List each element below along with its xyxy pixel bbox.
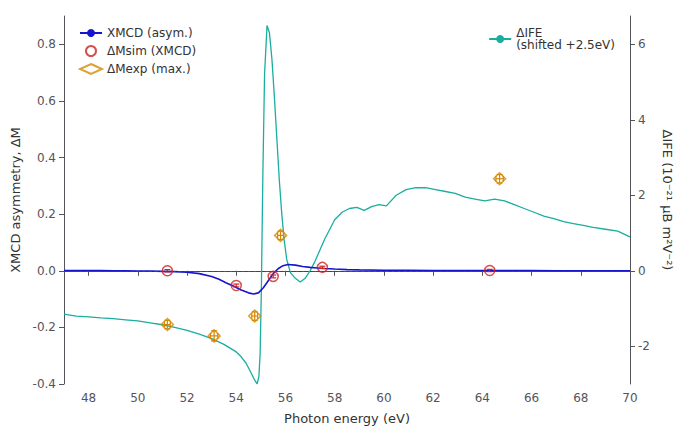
svg-text:50: 50	[130, 391, 145, 405]
svg-text:64: 64	[475, 391, 490, 405]
svg-text:XMCD asymmetry, ΔM: XMCD asymmetry, ΔM	[8, 127, 23, 273]
svg-text:62: 62	[425, 391, 440, 405]
svg-text:48: 48	[81, 391, 96, 405]
svg-text:0.6: 0.6	[37, 94, 56, 108]
svg-text:0.8: 0.8	[37, 37, 56, 51]
svg-text:-2: -2	[638, 339, 650, 353]
svg-text:ΔMsim (XMCD): ΔMsim (XMCD)	[107, 44, 196, 58]
svg-text:(shifted +2.5eV): (shifted +2.5eV)	[516, 38, 615, 52]
svg-text:58: 58	[327, 391, 342, 405]
svg-text:ΔMexp (max.): ΔMexp (max.)	[107, 62, 191, 76]
svg-text:66: 66	[524, 391, 539, 405]
svg-text:4: 4	[638, 113, 646, 127]
svg-text:Photon energy (eV): Photon energy (eV)	[284, 411, 410, 426]
svg-text:52: 52	[179, 391, 194, 405]
svg-text:2: 2	[638, 188, 646, 202]
svg-text:60: 60	[376, 391, 391, 405]
svg-text:ΔIFE (10⁻²¹ μB m²V⁻²): ΔIFE (10⁻²¹ μB m²V⁻²)	[660, 130, 675, 271]
svg-text:6: 6	[638, 37, 646, 51]
svg-text:-0.2: -0.2	[33, 320, 56, 334]
svg-text:-0.4: -0.4	[33, 377, 56, 391]
svg-text:0: 0	[638, 264, 646, 278]
svg-text:0.2: 0.2	[37, 207, 56, 221]
svg-text:ΔIFE: ΔIFE	[516, 26, 543, 40]
svg-text:68: 68	[573, 391, 588, 405]
svg-text:54: 54	[229, 391, 244, 405]
svg-text:0.0: 0.0	[37, 264, 56, 278]
svg-text:70: 70	[622, 391, 637, 405]
svg-text:0.4: 0.4	[37, 151, 56, 165]
svg-text:XMCD (asym.): XMCD (asym.)	[107, 26, 193, 40]
svg-text:56: 56	[278, 391, 293, 405]
